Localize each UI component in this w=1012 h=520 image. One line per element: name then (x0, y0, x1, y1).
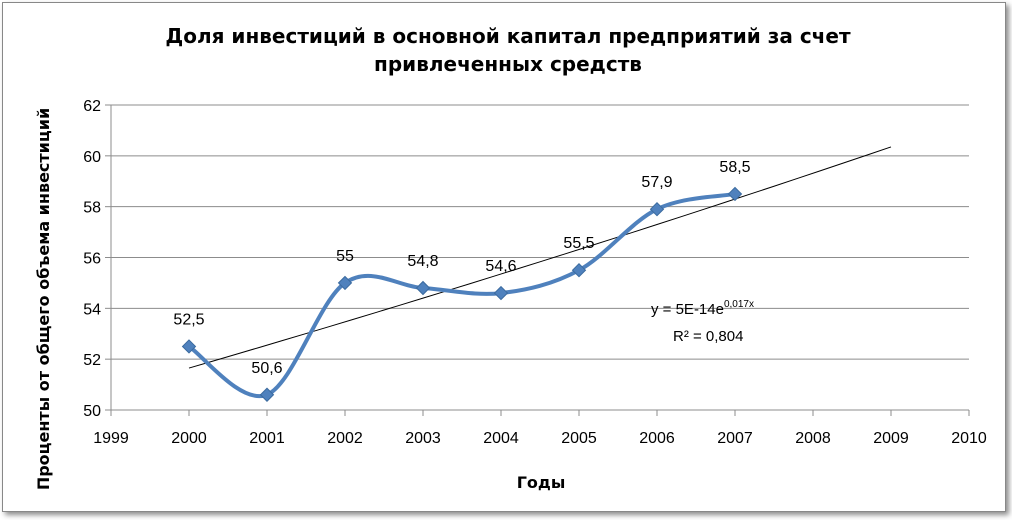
data-label: 50,6 (251, 360, 282, 377)
x-tick-label: 2002 (327, 430, 363, 447)
trendline (188, 146, 892, 369)
trendline-r2: R² = 0,804 (673, 328, 743, 345)
trendline-equation-exponent: 0,017x (724, 299, 754, 310)
y-tick-label: 52 (83, 352, 101, 369)
x-tick-label: 2001 (249, 430, 285, 447)
series-group (181, 186, 743, 402)
x-tick-label: 2008 (795, 430, 831, 447)
y-tick-label: 56 (83, 251, 101, 268)
x-tick-label: 2004 (483, 430, 519, 447)
data-point-marker (415, 280, 431, 296)
grid-lines (111, 104, 969, 411)
x-tick-label: 2005 (561, 430, 597, 447)
data-point-marker (493, 285, 509, 301)
axes (105, 104, 970, 416)
y-tick-label: 58 (83, 200, 101, 217)
chart-title-line-2: привлеченных средств (374, 52, 642, 76)
data-label: 58,5 (719, 159, 750, 176)
y-axis-title: Проценты от общего объема инвестиций (34, 108, 53, 490)
x-tick-label: 2010 (951, 430, 987, 447)
x-axis-title: Годы (517, 473, 566, 492)
y-tick-label: 50 (83, 403, 101, 420)
data-label: 54,6 (485, 258, 516, 275)
data-point-marker (727, 186, 743, 202)
x-tick-label: 2000 (171, 430, 207, 447)
x-tick-labels: 1999 2000 2001 2002 2003 2004 2005 2006 2007 2008… (93, 430, 987, 447)
chart-title-line-1: Доля инвестиций в основной капитал предп… (165, 24, 851, 48)
chart-frame: Доля инвестиций в основной капитал предп… (2, 2, 1006, 512)
y-tick-label: 54 (83, 301, 101, 318)
data-labels: 52,5 50,6 55 54,8 54,6 55,5 57,9 58,5 (173, 159, 750, 377)
trendline-equation: y = 5E-14e0,017x (651, 299, 754, 318)
data-label: 57,9 (641, 174, 672, 191)
data-label: 55,5 (563, 235, 594, 252)
x-tick-label: 2007 (717, 430, 753, 447)
trendline-equation-main: y = 5E-14e (651, 301, 724, 318)
data-point-marker (337, 275, 353, 291)
data-point-marker (649, 202, 665, 217)
data-point-marker (571, 263, 587, 278)
y-tick-label: 60 (83, 149, 101, 166)
data-point-marker (259, 387, 275, 402)
data-label: 52,5 (173, 311, 204, 328)
data-label: 54,8 (407, 253, 438, 270)
x-tick-label: 2006 (639, 430, 675, 447)
x-tick-label: 2009 (873, 430, 909, 447)
x-tick-label: 1999 (93, 430, 129, 447)
y-tick-label: 62 (83, 98, 101, 115)
y-tick-labels: 50 52 54 56 58 60 62 (83, 98, 101, 420)
data-label: 55 (336, 248, 354, 265)
data-point-marker (181, 339, 197, 354)
x-tick-label: 2003 (405, 430, 441, 447)
trendline-group (188, 146, 892, 369)
chart-svg: Доля инвестиций в основной капитал предп… (34, 24, 987, 492)
